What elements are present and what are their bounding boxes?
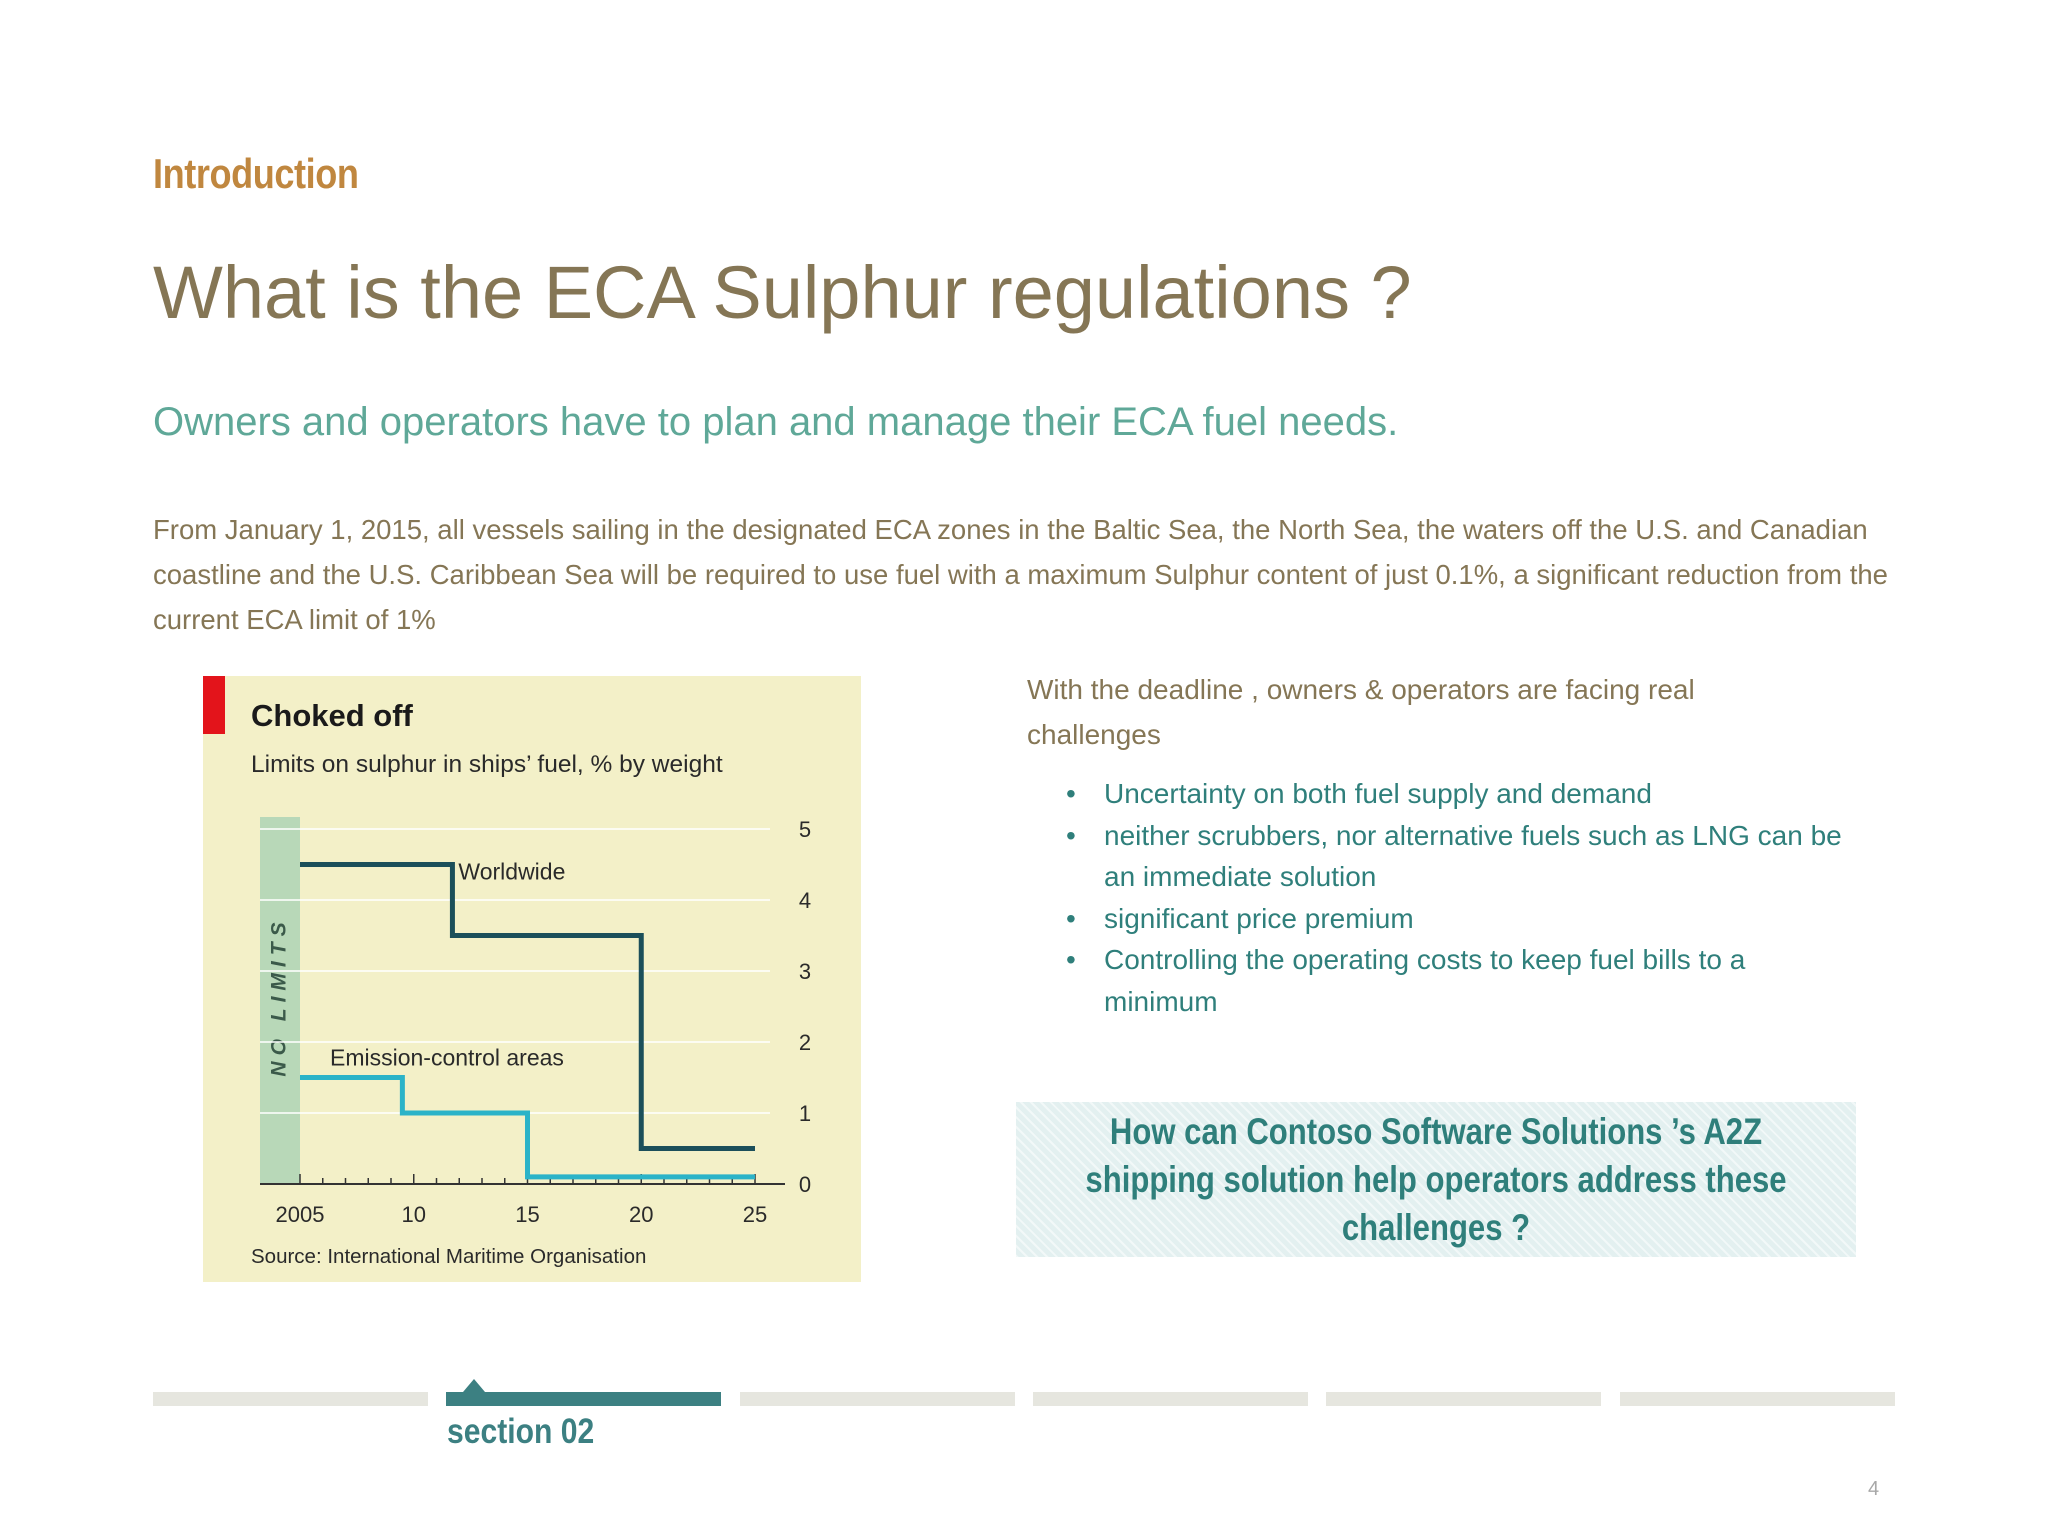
y-tick-label: 1	[799, 1101, 811, 1126]
flag-icon	[203, 676, 225, 734]
worldwide-series-label: Worldwide	[458, 859, 565, 885]
chart-canvas: Choked off Limits on sulphur in ships’ fu…	[203, 676, 811, 1268]
eca-series-label: Emission-control areas	[330, 1045, 564, 1071]
list-item: • neither scrubbers, nor alternative fuel…	[1062, 815, 1842, 898]
list-item: • significant price premium	[1062, 898, 1842, 940]
sulphur-limits-chart: Choked off Limits on sulphur in ships’ fu…	[203, 676, 861, 1282]
y-tick-label: 4	[799, 888, 811, 913]
list-item: • Controlling the operating costs to keep…	[1062, 939, 1842, 1022]
worldwide-series-line	[300, 862, 755, 1151]
x-tick-label: 25	[743, 1202, 767, 1227]
nav-segment-4[interactable]	[1033, 1392, 1308, 1406]
nav-segment-3[interactable]	[740, 1392, 1015, 1406]
section-label: Introduction	[153, 150, 359, 197]
list-item-text: significant price premium	[1104, 902, 1414, 934]
bullet-icon: •	[1066, 944, 1076, 975]
nav-segment-2[interactable]	[446, 1392, 721, 1406]
nav-pointer-icon	[463, 1379, 485, 1392]
slide-subtitle: Owners and operators have to plan and ma…	[153, 400, 1399, 444]
bullet-icon: •	[1066, 819, 1076, 851]
list-item-text: neither scrubbers, nor alternative fuels…	[1104, 819, 1842, 893]
chart-subtitle: Limits on sulphur in ships’ fuel, % by w…	[251, 751, 723, 778]
callout-question: How can Contoso Software Solutions ’s A2…	[1085, 1110, 1787, 1248]
slide-title: What is the ECA Sulphur regulations ?	[153, 251, 1412, 334]
x-tick-label: 20	[629, 1202, 653, 1227]
callout-box: How can Contoso Software Solutions ’s A2…	[1016, 1102, 1856, 1257]
chart-source: Source: International Maritime Organisat…	[251, 1245, 646, 1268]
nav-segment-6[interactable]	[1620, 1392, 1895, 1406]
no-limits-band	[260, 817, 300, 1184]
y-tick-label: 3	[799, 959, 811, 984]
bullet-icon: •	[1066, 902, 1076, 934]
list-item: • Uncertainty on both fuel supply and dem…	[1062, 773, 1842, 815]
eca-series-line	[300, 1075, 755, 1180]
bullet-icon: •	[1066, 778, 1076, 809]
y-tick-label: 0	[799, 1172, 811, 1197]
no-limits-label: NO LIMITS	[268, 916, 291, 1076]
y-tick-label: 5	[799, 817, 811, 842]
x-tick-label: 15	[515, 1202, 539, 1227]
chart-title: Choked off	[251, 698, 414, 733]
nav-active-label: section 02	[447, 1412, 595, 1451]
page-number: 4	[1868, 1478, 1880, 1500]
nav-segment-1[interactable]	[153, 1392, 428, 1406]
section-progress-nav	[153, 1379, 1895, 1406]
nav-segment-5[interactable]	[1326, 1392, 1601, 1406]
list-item-text: Controlling the operating costs to keep …	[1104, 944, 1746, 1017]
x-tick-label: 10	[402, 1202, 426, 1227]
body-paragraph: From January 1, 2015, all vessels sailin…	[153, 514, 1888, 635]
challenges-list: • Uncertainty on both fuel supply and dem…	[1062, 773, 1842, 1022]
list-item-text: Uncertainty on both fuel supply and dema…	[1104, 778, 1652, 809]
challenges-intro: With the deadline , owners & operators a…	[1027, 674, 1695, 750]
y-tick-label: 2	[799, 1030, 811, 1055]
x-tick-label: 2005	[276, 1202, 325, 1227]
